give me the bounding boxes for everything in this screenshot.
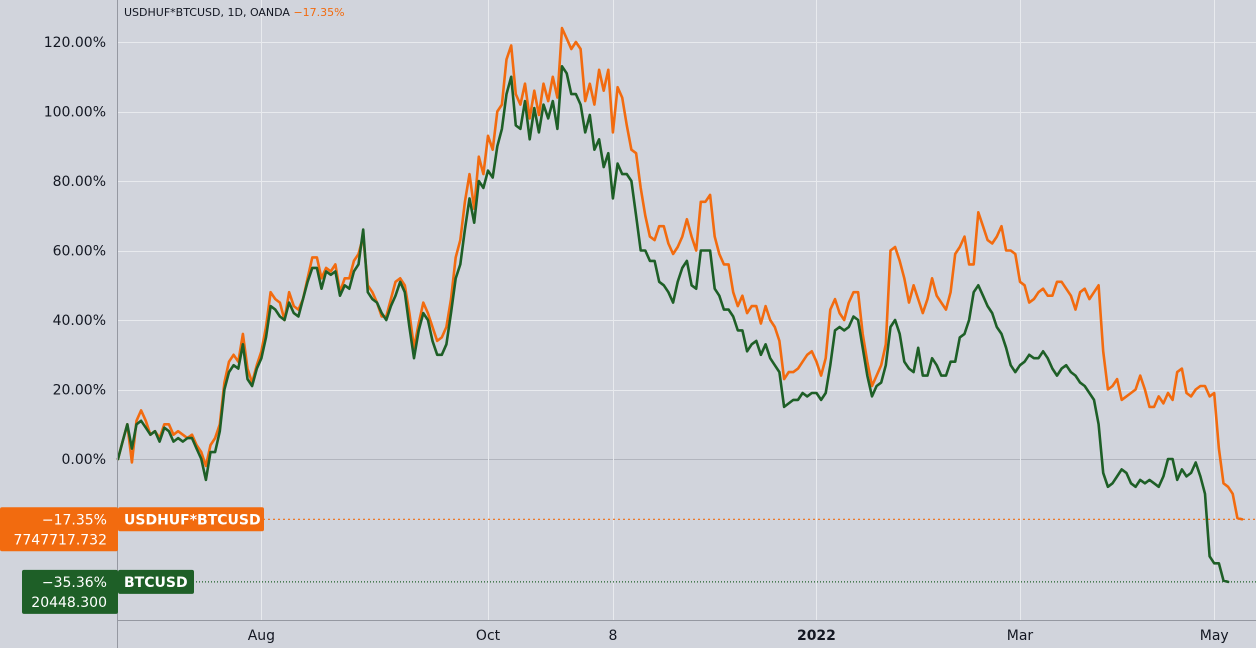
- y-tick-label: 40.00%: [53, 313, 106, 329]
- legend[interactable]: USDHUF*BTCUSD, 1D, OANDA −17.35%: [124, 6, 345, 19]
- axis-tag-percent-btcusd: −35.36%: [42, 575, 107, 591]
- legend-interval: 1D: [227, 6, 242, 19]
- y-tick-label: 0.00%: [62, 452, 106, 468]
- y-tick-label: 120.00%: [44, 35, 106, 51]
- legend-sep-2: ,: [243, 6, 250, 19]
- series-name-tag-usdhuf-btcusd: [118, 507, 264, 532]
- x-axis-ticks: Aug Oct 8 2022 Mar May: [248, 628, 1229, 644]
- axis-tag-btcusd: [22, 569, 118, 614]
- y-tick-label: 100.00%: [44, 105, 106, 121]
- legend-sep-1: ,: [220, 6, 227, 19]
- y-tick-label: 60.00%: [53, 244, 106, 260]
- x-tick-label: Mar: [1007, 628, 1034, 644]
- x-tick-label: May: [1200, 628, 1229, 644]
- axis-tag-usdhuf-btcusd: [0, 507, 118, 552]
- x-tick-label: Oct: [476, 628, 501, 644]
- y-axis-ticks: 120.00% 100.00% 80.00% 60.00% 40.00% 20.00% 0.…: [44, 35, 106, 468]
- axis-tag-percent-usdhuf-btcusd: −17.35%: [42, 512, 107, 528]
- series-lines: [116, 26, 1244, 584]
- x-tick-label: 8: [608, 628, 617, 644]
- x-tick-label: 2022: [797, 628, 836, 644]
- x-tick-label: Aug: [248, 628, 275, 644]
- grid: [118, 0, 1256, 620]
- legend-symbol: USDHUF*BTCUSD: [124, 6, 220, 19]
- axis-tag-value-usdhuf-btcusd: 7747717.732: [13, 532, 107, 548]
- series-name-label-usdhuf-btcusd: USDHUF*BTCUSD: [124, 512, 261, 528]
- series-name-label-btcusd: BTCUSD: [124, 575, 188, 591]
- legend-change: −17.35%: [293, 6, 344, 19]
- series-name-tag-btcusd: [118, 569, 194, 594]
- legend-source: OANDA: [250, 6, 290, 19]
- axes: [117, 0, 1256, 648]
- price-tags: −17.35% 7747717.732 USDHUF*BTCUSD −35.36% 20…: [0, 507, 1256, 614]
- y-tick-label: 20.00%: [53, 383, 106, 399]
- series-line-btcusd[interactable]: [116, 65, 1230, 584]
- y-tick-label: 80.00%: [53, 174, 106, 190]
- axis-tag-value-btcusd: 20448.300: [31, 595, 107, 611]
